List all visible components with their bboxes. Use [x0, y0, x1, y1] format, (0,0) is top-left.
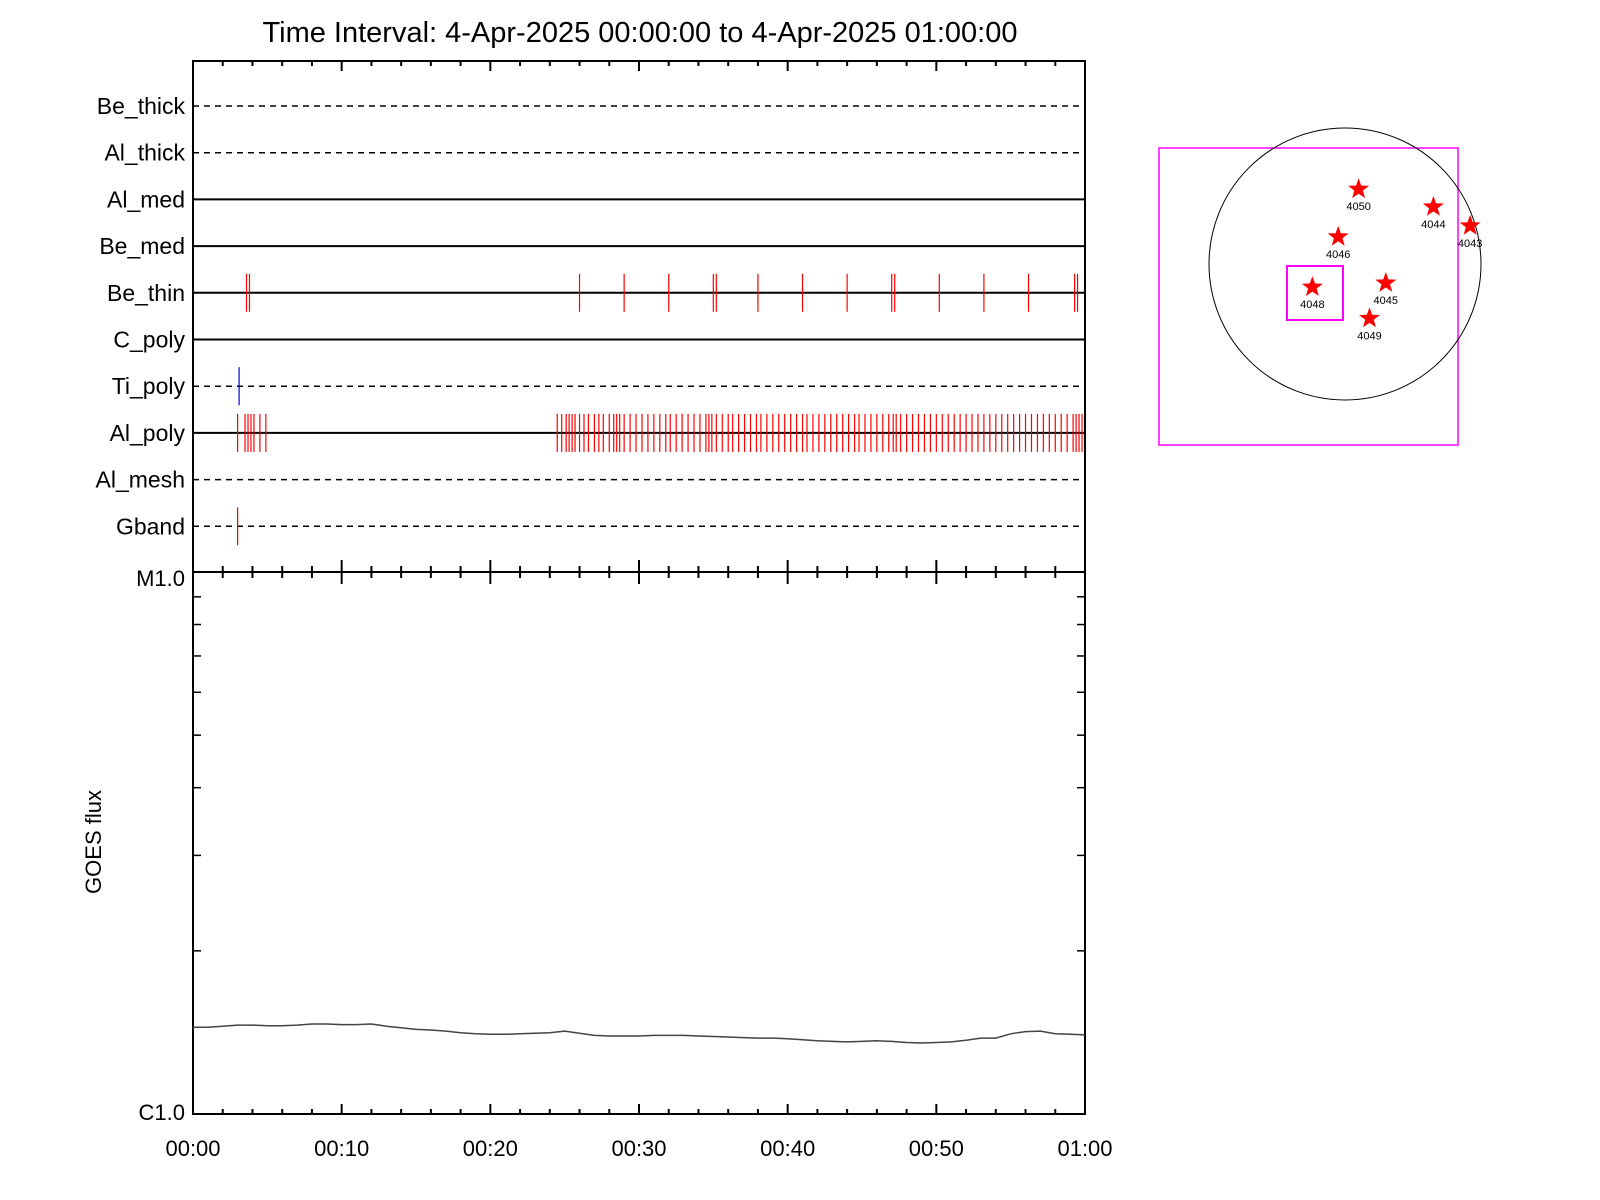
region-label: 4044 — [1421, 219, 1445, 231]
chart-title: Time Interval: 4-Apr-2025 00:00:00 to 4-… — [263, 17, 1018, 49]
region-label: 4050 — [1346, 201, 1370, 213]
region-label: 4045 — [1374, 295, 1398, 307]
x-tick-label: 00:00 — [165, 1136, 220, 1161]
region-star — [1301, 276, 1323, 296]
solar-disk — [1208, 127, 1482, 401]
x-tick-label: 00:50 — [909, 1136, 964, 1161]
x-tick-label: 01:00 — [1057, 1136, 1112, 1161]
goes-flux-line — [193, 1023, 1086, 1044]
region-star — [1359, 307, 1380, 328]
region-star — [1327, 225, 1349, 246]
region-label: 4043 — [1458, 238, 1482, 250]
filter-label: Be_med — [99, 233, 185, 259]
pointing-box — [1286, 265, 1344, 321]
goes-flux-plot: GOES flux 00:00 00:10 00:20 00:30 00:40 00:50… — [81, 560, 1113, 1161]
solar-disk-map: 4050 4044 4043 4046 4048 4045 4049 — [1158, 127, 1482, 446]
filter-label: Al_poly — [110, 420, 186, 446]
region-star — [1375, 272, 1397, 292]
filter-timeline: Be_thick Al_thick Al_med Be_med Be_thin C_pol… — [96, 60, 1086, 573]
region-label: 4049 — [1357, 330, 1381, 342]
goes-frame — [192, 571, 1086, 1115]
filter-label: C_poly — [113, 327, 185, 353]
x-tick-label: 00:30 — [611, 1136, 666, 1161]
filter-label: Gband — [116, 513, 185, 539]
filter-label: Be_thick — [97, 93, 186, 119]
x-tick-label: 00:10 — [314, 1136, 369, 1161]
region-label: 4048 — [1300, 299, 1324, 311]
region-star — [1459, 214, 1481, 235]
filter-label: Be_thin — [107, 280, 185, 306]
filter-label: Al_thick — [104, 140, 185, 166]
region-label: 4046 — [1326, 249, 1350, 261]
region-star — [1422, 195, 1444, 216]
filter-label: Al_mesh — [96, 467, 185, 493]
y-tick-label: M1.0 — [136, 566, 185, 591]
region-star — [1348, 178, 1370, 199]
timeline-frame — [192, 60, 1086, 573]
x-tick-label: 00:20 — [463, 1136, 518, 1161]
filter-label: Al_med — [107, 186, 185, 212]
filter-label: Ti_poly — [112, 373, 186, 399]
fov-box — [1158, 147, 1459, 446]
y-tick-label: C1.0 — [139, 1100, 185, 1125]
y-axis-label: GOES flux — [81, 790, 106, 894]
x-tick-label: 00:40 — [760, 1136, 815, 1161]
